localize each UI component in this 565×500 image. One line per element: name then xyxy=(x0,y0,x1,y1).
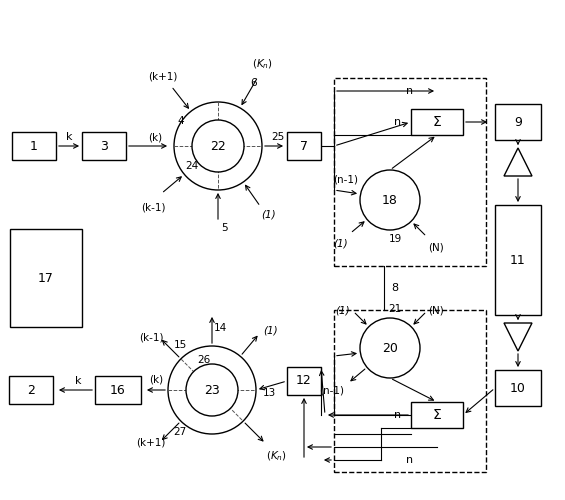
Text: 19: 19 xyxy=(388,234,402,244)
Bar xyxy=(495,370,541,406)
Text: n: n xyxy=(406,86,414,96)
Text: 25: 25 xyxy=(271,132,285,142)
Bar xyxy=(287,367,321,395)
Circle shape xyxy=(192,120,244,172)
Text: $(K_n)$: $(K_n)$ xyxy=(266,450,286,463)
Circle shape xyxy=(174,102,262,190)
Text: (k-1): (k-1) xyxy=(141,202,166,212)
Bar xyxy=(495,104,541,140)
Text: k: k xyxy=(66,132,72,142)
Text: 3: 3 xyxy=(100,140,108,152)
Text: 27: 27 xyxy=(173,427,186,437)
Text: (k-1): (k-1) xyxy=(139,332,163,342)
Text: k: k xyxy=(75,376,81,386)
Circle shape xyxy=(186,364,238,416)
Text: 26: 26 xyxy=(197,355,211,365)
Text: 21: 21 xyxy=(388,304,402,314)
Bar xyxy=(495,205,541,315)
Text: 11: 11 xyxy=(510,254,526,266)
Bar xyxy=(411,109,463,135)
Bar xyxy=(10,229,82,327)
Text: 1: 1 xyxy=(30,140,38,152)
Text: 16: 16 xyxy=(110,384,126,396)
Text: n: n xyxy=(394,410,402,420)
Text: 20: 20 xyxy=(382,342,398,354)
Text: 2: 2 xyxy=(27,384,35,396)
Text: 8: 8 xyxy=(391,283,398,293)
Text: (N): (N) xyxy=(428,242,444,252)
Text: (N): (N) xyxy=(428,306,444,316)
Text: (k): (k) xyxy=(148,132,162,142)
Bar xyxy=(95,376,141,404)
Circle shape xyxy=(168,346,256,434)
Bar xyxy=(82,132,126,160)
Text: n: n xyxy=(406,455,414,465)
Text: (k+1): (k+1) xyxy=(137,438,166,448)
Polygon shape xyxy=(504,323,532,351)
Text: (n-1): (n-1) xyxy=(333,175,359,185)
Bar xyxy=(334,78,486,266)
Text: 5: 5 xyxy=(221,223,227,233)
Text: (1): (1) xyxy=(335,306,350,316)
Text: 22: 22 xyxy=(210,140,226,152)
Text: 12: 12 xyxy=(296,374,312,388)
Text: 14: 14 xyxy=(214,323,227,333)
Text: (n-1): (n-1) xyxy=(319,386,344,396)
Bar xyxy=(334,310,486,472)
Bar xyxy=(9,376,53,404)
Text: (1): (1) xyxy=(333,238,347,248)
Text: 15: 15 xyxy=(173,340,187,350)
Text: 9: 9 xyxy=(514,116,522,128)
Text: n: n xyxy=(394,117,402,127)
Bar xyxy=(12,132,56,160)
Text: $(K_n)$: $(K_n)$ xyxy=(251,57,272,70)
Text: 24: 24 xyxy=(186,162,199,172)
Bar xyxy=(287,132,321,160)
Text: 13: 13 xyxy=(262,388,276,398)
Circle shape xyxy=(360,318,420,378)
Text: 7: 7 xyxy=(300,140,308,152)
Text: 4: 4 xyxy=(177,116,184,126)
Bar xyxy=(411,402,463,428)
Text: (1): (1) xyxy=(263,325,277,335)
Text: Σ: Σ xyxy=(433,408,441,422)
Text: (k+1): (k+1) xyxy=(149,71,178,81)
Text: 23: 23 xyxy=(204,384,220,396)
Polygon shape xyxy=(504,148,532,176)
Circle shape xyxy=(360,170,420,230)
Text: 10: 10 xyxy=(510,382,526,394)
Text: (k): (k) xyxy=(149,375,163,385)
Text: Σ: Σ xyxy=(433,115,441,129)
Text: 6: 6 xyxy=(251,78,257,88)
Text: 18: 18 xyxy=(382,194,398,206)
Text: 17: 17 xyxy=(38,272,54,284)
Text: (1): (1) xyxy=(261,210,276,220)
